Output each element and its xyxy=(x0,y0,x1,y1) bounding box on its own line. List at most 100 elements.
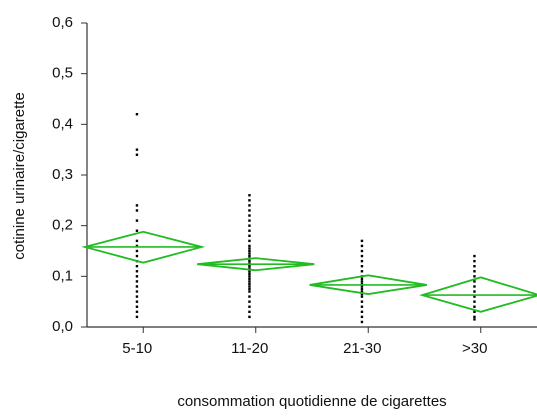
x-axis-label: consommation quotidienne de cigarettes xyxy=(177,393,446,410)
data-point xyxy=(473,270,476,273)
x-tick-label: >30 xyxy=(462,340,487,357)
data-point xyxy=(135,285,139,288)
data-point xyxy=(135,219,139,222)
data-point xyxy=(248,300,251,303)
data-point xyxy=(473,318,476,321)
ci-diamond xyxy=(419,276,537,313)
data-point xyxy=(135,305,139,308)
data-point xyxy=(248,244,251,248)
data-point xyxy=(360,254,364,258)
data-point xyxy=(248,252,251,255)
data-point xyxy=(248,295,251,298)
data-point xyxy=(360,295,364,298)
data-point xyxy=(135,204,139,207)
data-point xyxy=(248,247,251,250)
data-point xyxy=(473,290,476,293)
data-point xyxy=(360,249,364,253)
data-point xyxy=(135,300,139,303)
data-point xyxy=(360,282,364,286)
data-point xyxy=(360,277,364,281)
data-point xyxy=(135,113,139,116)
data-point xyxy=(360,290,364,293)
data-point xyxy=(248,214,251,217)
data-point xyxy=(135,295,139,298)
data-point xyxy=(473,295,476,298)
data-point xyxy=(473,254,476,258)
y-tick-label: 0,5 xyxy=(52,65,73,82)
data-point xyxy=(248,277,251,281)
data-point xyxy=(360,270,364,273)
data-point xyxy=(360,265,364,268)
data-point xyxy=(135,270,139,273)
data-point xyxy=(135,280,139,283)
data-point xyxy=(473,300,476,303)
data-point xyxy=(248,209,251,212)
data-point xyxy=(248,229,251,232)
data-point xyxy=(248,272,251,275)
y-tick-label: 0,3 xyxy=(52,166,73,183)
data-point xyxy=(248,234,251,237)
data-point xyxy=(360,285,364,288)
data-point xyxy=(248,259,251,263)
data-point xyxy=(248,287,251,291)
data-point xyxy=(135,315,139,319)
data-point xyxy=(473,275,476,278)
data-point xyxy=(248,254,251,258)
data-point xyxy=(473,315,476,319)
y-tick-label: 0,0 xyxy=(52,318,73,335)
data-point xyxy=(135,239,139,243)
data-point xyxy=(135,148,139,151)
x-tick-label: 11-20 xyxy=(231,340,268,357)
data-point xyxy=(135,265,139,268)
data-point xyxy=(248,239,251,243)
data-point xyxy=(360,287,364,291)
data-point xyxy=(360,292,364,296)
data-point xyxy=(135,229,139,232)
y-axis-label: cotinine urinaire/cigarette xyxy=(11,92,28,260)
data-point xyxy=(360,239,364,243)
data-point xyxy=(248,249,251,253)
data-point xyxy=(248,270,251,273)
y-tick-label: 0,1 xyxy=(52,267,73,284)
data-point xyxy=(360,259,364,263)
y-tick-label: 0,2 xyxy=(52,217,73,234)
data-point xyxy=(360,310,364,313)
data-point xyxy=(248,275,251,278)
data-point xyxy=(360,300,364,303)
data-point xyxy=(135,249,139,253)
data-point xyxy=(135,254,139,258)
data-point xyxy=(135,244,139,248)
data-point xyxy=(248,280,251,283)
data-point xyxy=(473,265,476,268)
data-point xyxy=(135,153,139,156)
data-point xyxy=(248,315,251,319)
data-point xyxy=(248,285,251,288)
data-point xyxy=(473,305,476,308)
data-point xyxy=(360,280,364,283)
data-point xyxy=(248,224,251,227)
x-tick-label: 5-10 xyxy=(122,340,152,357)
data-point xyxy=(473,310,476,313)
data-point xyxy=(473,285,476,288)
data-point xyxy=(360,244,364,248)
data-point xyxy=(473,259,476,263)
data-point xyxy=(135,275,139,278)
data-point xyxy=(135,290,139,293)
data-point xyxy=(248,290,251,293)
y-tick-label: 0,6 xyxy=(52,14,73,31)
data-point xyxy=(248,194,251,197)
data-point xyxy=(360,315,364,319)
data-point xyxy=(248,265,251,268)
data-point xyxy=(248,204,251,207)
data-point xyxy=(248,310,251,313)
data-point xyxy=(135,209,139,212)
data-point xyxy=(248,199,251,202)
data-point xyxy=(360,305,364,308)
data-point xyxy=(248,219,251,222)
data-point xyxy=(135,310,139,313)
y-tick-label: 0,4 xyxy=(52,115,73,132)
x-tick-label: 21-30 xyxy=(343,340,381,357)
data-point xyxy=(248,305,251,308)
data-point xyxy=(473,280,476,283)
